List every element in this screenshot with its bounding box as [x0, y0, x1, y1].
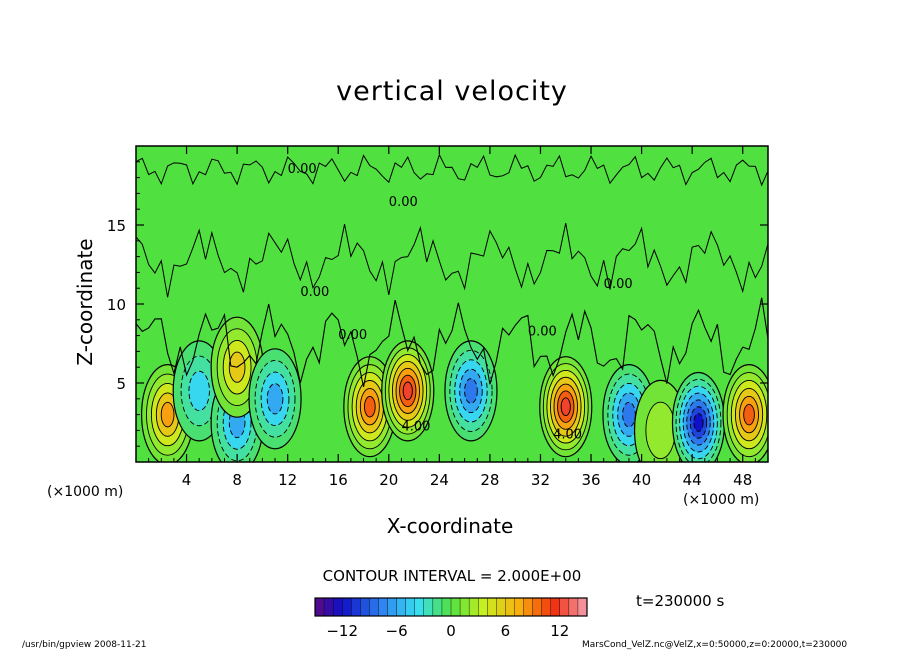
colorbar-segment — [450, 597, 461, 617]
colorbar-segment — [478, 597, 488, 617]
contour-value-label: 4.00 — [401, 419, 430, 434]
contour-line — [645, 401, 676, 460]
zero-contour-line — [136, 297, 768, 387]
colorbar-segment — [342, 597, 352, 617]
convection-cell — [381, 340, 435, 442]
colorbar-tick-label: 12 — [550, 622, 569, 640]
y-tick-label: 5 — [116, 375, 126, 393]
colorbar-segment — [496, 597, 506, 617]
convection-cell — [248, 348, 302, 450]
x-tick-label: 24 — [430, 471, 449, 489]
zero-contour-line — [136, 222, 768, 298]
colorbar-segment — [351, 597, 361, 617]
colorbar-segment — [550, 597, 561, 617]
colorbar-segment — [487, 597, 497, 617]
contour-value-label: 4.00 — [553, 427, 582, 442]
contour-value-label: 0.00 — [300, 285, 329, 300]
contour-line — [160, 401, 175, 428]
colorbar-frame — [314, 597, 588, 617]
footer-left-text: /usr/bin/gpview 2008-11-21 — [22, 640, 147, 650]
contour-value-label: 0.00 — [528, 325, 557, 340]
colorbar-segment — [360, 597, 370, 617]
colorbar-segment — [405, 597, 416, 617]
convection-cell — [633, 379, 688, 462]
x-axis-label: X-coordinate — [386, 514, 514, 538]
y-tick-label: 10 — [107, 296, 126, 314]
contour-line — [464, 378, 478, 404]
convection-cell — [539, 356, 593, 458]
colorbar-tick-label: −6 — [386, 622, 408, 640]
x-unit-label-left: (×1000 m) — [47, 484, 124, 500]
x-tick-label: 44 — [683, 471, 702, 489]
x-tick-label: 36 — [581, 471, 600, 489]
x-tick-label: 40 — [632, 471, 651, 489]
colorbar-segment — [468, 597, 479, 617]
colorbar-segment — [323, 597, 334, 617]
contour-value-label: 0.00 — [389, 195, 418, 210]
colorbar-tick-label: 0 — [446, 622, 456, 640]
colorbar-tick-label: −12 — [326, 622, 358, 640]
colorbar-segment — [378, 597, 389, 617]
colorbar-segment — [532, 597, 543, 617]
convection-cell — [722, 364, 768, 462]
contour-line — [693, 413, 704, 432]
x-tick-label: 12 — [278, 471, 297, 489]
contour-value-label: 0.00 — [604, 277, 633, 292]
convection-cell — [444, 340, 498, 442]
contour-line — [364, 395, 376, 418]
contour-interval-label: CONTOUR INTERVAL = 2.000E+00 — [322, 567, 582, 585]
time-label: t=230000 s — [636, 592, 725, 610]
x-tick-label: 8 — [232, 471, 242, 489]
contour-line — [266, 383, 284, 415]
colorbar-segment — [387, 597, 398, 617]
colorbar-segment — [577, 597, 588, 617]
contour-line — [743, 403, 755, 426]
convection-cell — [671, 371, 726, 462]
x-tick-label: 4 — [182, 471, 192, 489]
colorbar-segment — [523, 597, 534, 617]
x-tick-label: 20 — [379, 471, 398, 489]
colorbar-segment — [369, 597, 379, 617]
contour-line — [402, 381, 413, 401]
x-tick-label: 28 — [480, 471, 499, 489]
colorbar-segment — [514, 597, 525, 617]
plot-area: 0.00 0.00 0.00 0.00 0.00 0.00 4.00 4.00 — [136, 146, 768, 462]
colorbar-segment — [568, 597, 579, 617]
contour-line — [188, 370, 210, 412]
footer-right-text: MarsCond_VelZ.nc@VelZ,x=0:50000,z=0:2000… — [582, 640, 848, 650]
colorbar-segment — [423, 597, 434, 617]
contour-value-label: 0.00 — [288, 162, 317, 177]
colorbar-segment — [559, 597, 570, 617]
x-unit-label-right: (×1000 m) — [683, 492, 760, 508]
colorbar-tick-label: 6 — [501, 622, 511, 640]
colorbar-segment — [414, 597, 425, 617]
x-tick-label: 32 — [531, 471, 550, 489]
colorbar: −12 −6 0 6 12 — [314, 597, 588, 640]
colorbar-segment — [441, 597, 452, 617]
colorbar-segment — [541, 597, 552, 617]
x-tick-label: 48 — [733, 471, 752, 489]
colorbar-segment — [332, 597, 343, 617]
chart-title: vertical velocity — [336, 76, 568, 107]
zero-contour-line — [136, 153, 768, 187]
contour-value-label: 0.00 — [338, 328, 367, 343]
colorbar-segment — [396, 597, 407, 617]
contour-line — [622, 401, 636, 428]
contour-line — [560, 397, 571, 417]
y-tick-label: 15 — [107, 217, 126, 235]
colorbar-segment — [505, 597, 515, 617]
colorbar-segment — [314, 597, 325, 617]
colorbar-segment — [459, 597, 470, 617]
x-tick-label: 16 — [329, 471, 348, 489]
colorbar-segment — [432, 597, 443, 617]
